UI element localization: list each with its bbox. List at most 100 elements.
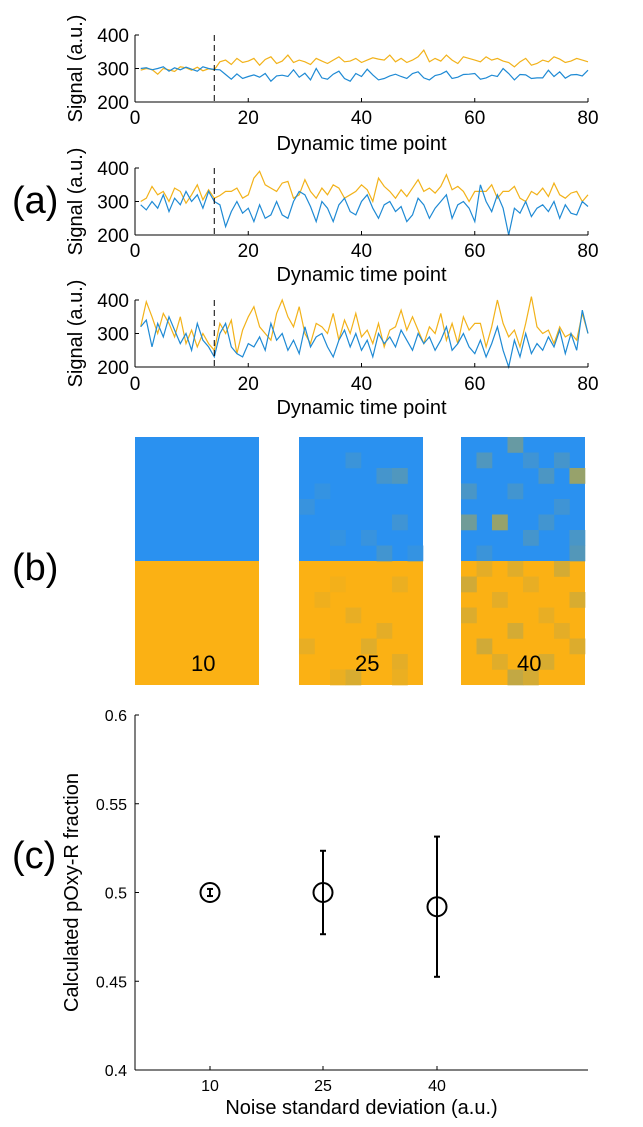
map-pixel bbox=[476, 452, 493, 469]
map-pixel bbox=[569, 592, 586, 608]
map-pixel bbox=[314, 592, 331, 608]
map-pixel bbox=[507, 669, 524, 686]
y-axis-title: Signal (a.u.) bbox=[65, 15, 87, 123]
x-tick-label: 40 bbox=[351, 374, 372, 395]
map-pixel bbox=[361, 638, 377, 655]
y-tick-label: 0.5 bbox=[105, 886, 127, 903]
map-pixel bbox=[492, 514, 508, 531]
map-pixel bbox=[538, 607, 555, 624]
map-pixel bbox=[569, 530, 586, 546]
series-line-blue bbox=[140, 184, 589, 236]
map-pixel bbox=[554, 499, 570, 515]
map-pixel bbox=[523, 669, 539, 686]
data-point bbox=[312, 882, 334, 903]
x-tick-label: 10 bbox=[201, 1078, 219, 1095]
y-tick-label: 300 bbox=[97, 325, 129, 346]
signal-plot-noise-25: 0 20 40 60 80 200 300 400 Dynamic time point Sign… bbox=[65, 148, 599, 286]
map-pixel bbox=[538, 654, 555, 670]
series-line-yellow bbox=[140, 170, 589, 205]
map-pixel bbox=[330, 576, 346, 593]
x-tick-label: 0 bbox=[130, 108, 141, 129]
map-pixel bbox=[299, 638, 315, 655]
y-tick-label: 0.45 bbox=[96, 974, 127, 991]
panel-label-a: (a) bbox=[12, 180, 58, 222]
y-axis-title: Calculated pOxy-R fraction bbox=[61, 773, 83, 1012]
map-pixel bbox=[392, 669, 408, 686]
map-pixel bbox=[476, 545, 493, 562]
map-pixel bbox=[376, 623, 393, 639]
map-pixel bbox=[523, 452, 539, 469]
map-pixel bbox=[476, 638, 493, 655]
map-pixel bbox=[299, 499, 315, 515]
x-axis-title: Dynamic time point bbox=[276, 397, 447, 419]
x-axis-title: Dynamic time point bbox=[276, 133, 447, 155]
pOxy-fraction-plot: 0.4 0.45 0.5 0.55 0.6 10 25 40 Noise standard de… bbox=[61, 708, 588, 1119]
y-tick-label: 200 bbox=[97, 93, 129, 114]
y-tick-label: 400 bbox=[97, 291, 129, 312]
y-tick-label: 200 bbox=[97, 226, 129, 247]
y-axis-title: Signal (a.u.) bbox=[65, 280, 87, 388]
map-pixel bbox=[407, 545, 424, 562]
y-tick-label: 300 bbox=[97, 193, 129, 214]
map-pixel bbox=[314, 483, 331, 500]
map-blue-region bbox=[135, 437, 259, 561]
map-pixel bbox=[492, 592, 508, 608]
map-pixel bbox=[392, 654, 408, 670]
x-tick-label: 80 bbox=[577, 374, 598, 395]
x-tick-label: 20 bbox=[238, 374, 259, 395]
x-tick-label: 40 bbox=[428, 1078, 446, 1095]
map-pixel bbox=[392, 576, 408, 593]
y-tick-label: 300 bbox=[97, 60, 129, 81]
map-pixel bbox=[461, 483, 477, 500]
map-pixel bbox=[461, 607, 477, 624]
signal-plot-noise-40: 0 20 40 60 80 200 300 400 Dynamic time point Sign… bbox=[65, 280, 599, 419]
series-line-yellow bbox=[140, 49, 589, 76]
map-pixel bbox=[345, 669, 362, 686]
map-pixel bbox=[476, 561, 493, 577]
panel-label-b: (b) bbox=[12, 547, 58, 589]
signal-plot-noise-10: 0 20 40 60 80 200 300 400 Dynamic time point Sign… bbox=[65, 15, 599, 155]
y-tick-label: 400 bbox=[97, 26, 129, 47]
map-pixel bbox=[523, 576, 539, 593]
map-pixel bbox=[569, 638, 586, 655]
y-tick-label: 0.55 bbox=[96, 797, 127, 814]
y-tick-label: 0.4 bbox=[105, 1063, 127, 1080]
x-tick-label: 0 bbox=[130, 241, 141, 262]
series-line-blue bbox=[140, 309, 589, 370]
y-tick-label: 200 bbox=[97, 358, 129, 379]
map-noise-label: 10 bbox=[191, 651, 215, 676]
map-pixel bbox=[538, 514, 555, 531]
x-axis-title: Dynamic time point bbox=[276, 264, 447, 286]
map-pixel bbox=[461, 514, 477, 531]
x-tick-label: 40 bbox=[351, 108, 372, 129]
map-pixel bbox=[554, 623, 570, 639]
map-pixel bbox=[345, 607, 362, 624]
map-pixel bbox=[523, 530, 539, 546]
map-pixel bbox=[376, 468, 393, 484]
series-line-yellow bbox=[140, 296, 589, 354]
x-tick-label: 60 bbox=[464, 108, 485, 129]
map-yellow-region bbox=[135, 561, 259, 685]
series-line-blue bbox=[140, 66, 589, 83]
map-pixel bbox=[330, 669, 346, 686]
x-tick-label: 80 bbox=[577, 108, 598, 129]
map-pixel bbox=[507, 437, 524, 453]
y-axis-title: Signal (a.u.) bbox=[65, 148, 87, 256]
data-point bbox=[199, 882, 221, 903]
y-tick-label: 400 bbox=[97, 159, 129, 180]
map-pixel bbox=[569, 468, 586, 484]
data-point bbox=[426, 896, 448, 918]
x-tick-label: 60 bbox=[464, 374, 485, 395]
x-tick-label: 40 bbox=[351, 241, 372, 262]
map-noise-label: 25 bbox=[355, 651, 379, 676]
map-pixel bbox=[376, 545, 393, 562]
x-tick-label: 25 bbox=[314, 1078, 332, 1095]
x-tick-label: 60 bbox=[464, 241, 485, 262]
map-pixel bbox=[345, 452, 362, 469]
map-pixel bbox=[554, 452, 570, 469]
map-pixel bbox=[392, 468, 408, 484]
x-tick-label: 0 bbox=[130, 374, 141, 395]
y-tick-label: 0.6 bbox=[105, 708, 127, 725]
map-pixel bbox=[507, 483, 524, 500]
x-axis-title: Noise standard deviation (a.u.) bbox=[225, 1097, 497, 1119]
